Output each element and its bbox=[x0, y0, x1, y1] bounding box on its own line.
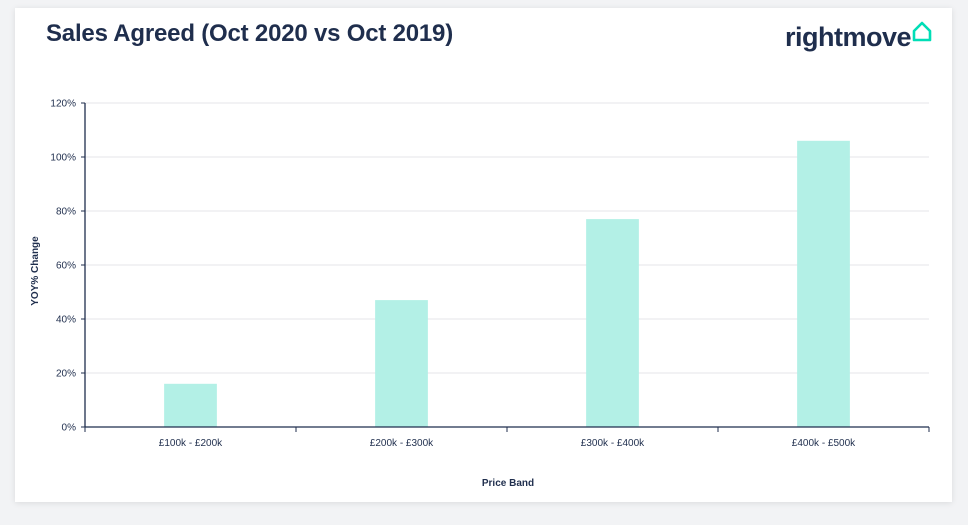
bar[interactable] bbox=[797, 140, 850, 428]
x-tick-label: £400k - £500k bbox=[792, 438, 856, 449]
chart-card: Sales Agreed (Oct 2020 vs Oct 2019) righ… bbox=[15, 8, 952, 502]
x-tick-label: £100k - £200k bbox=[159, 438, 223, 449]
bar-chart: 0% 20% 40% 60% 80% 100% 120% £100k - £200k £200k… bbox=[30, 99, 930, 489]
y-tick-label: 100% bbox=[50, 153, 76, 164]
chart-title: Sales Agreed (Oct 2020 vs Oct 2019) bbox=[46, 20, 454, 47]
bar[interactable] bbox=[375, 300, 428, 427]
y-tick-label: 20% bbox=[56, 369, 76, 380]
y-tick-label: 0% bbox=[62, 423, 77, 434]
x-tick-label: £200k - £300k bbox=[370, 438, 434, 449]
y-tick-label: 60% bbox=[56, 261, 76, 272]
axes bbox=[81, 102, 930, 432]
y-tick-label: 120% bbox=[50, 99, 76, 110]
bar[interactable] bbox=[164, 383, 217, 427]
house-outline-icon bbox=[912, 21, 932, 42]
tick-labels: 0% 20% 40% 60% 80% 100% 120% £100k - £200k £200k… bbox=[50, 99, 856, 450]
x-axis-label: Price Band bbox=[482, 478, 534, 489]
gridlines bbox=[85, 102, 929, 374]
x-tick-label: £300k - £400k bbox=[581, 438, 645, 449]
y-axis-label: YOY% Change bbox=[30, 236, 41, 306]
bars bbox=[164, 140, 850, 428]
rightmove-logo[interactable]: rightmove bbox=[784, 21, 932, 52]
bar[interactable] bbox=[586, 219, 639, 427]
y-tick-label: 80% bbox=[56, 207, 76, 218]
logo-text: rightmove bbox=[784, 22, 912, 52]
y-tick-label: 40% bbox=[56, 315, 76, 326]
